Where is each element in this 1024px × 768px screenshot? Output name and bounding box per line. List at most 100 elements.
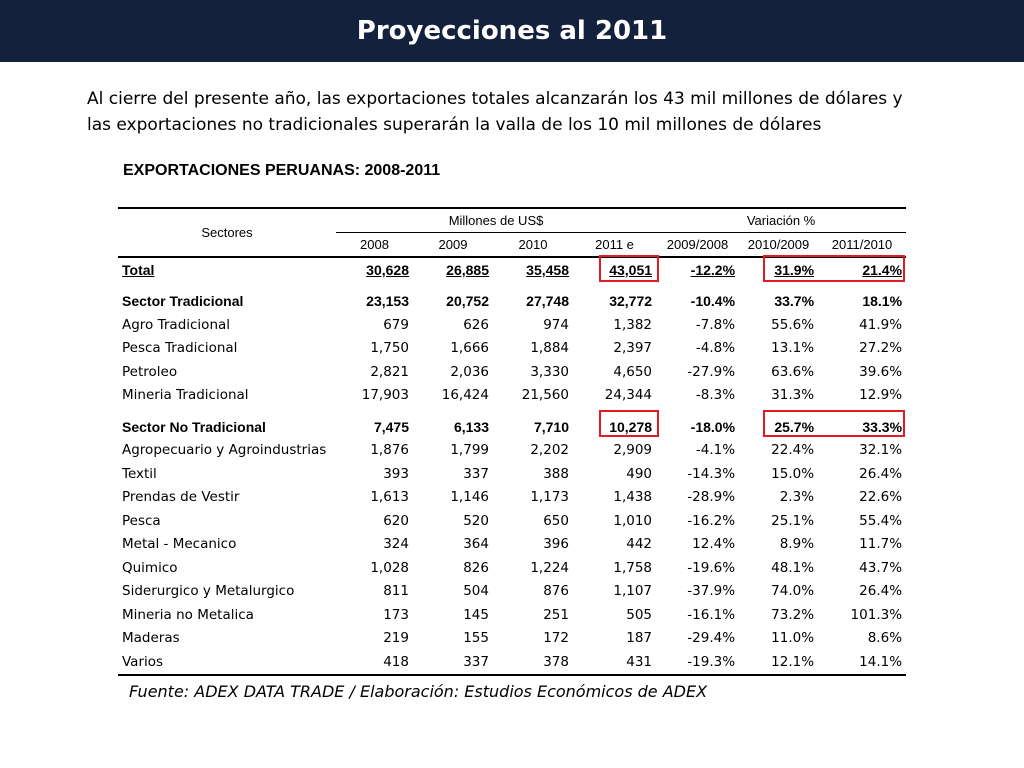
table-cell: 31.3%: [771, 387, 815, 404]
table-cell: -7.8%: [695, 316, 736, 333]
spacer-cell: [118, 282, 906, 290]
table-row: Textil 393 337 388 490 -14.3% 15.0% 26.4%: [118, 462, 906, 486]
table-cell: 337: [463, 465, 489, 482]
row-label: Maderas: [122, 630, 180, 647]
table-cell: 26.4%: [859, 465, 903, 482]
col-header: 2011 e: [573, 232, 657, 258]
row-label: Siderurgico y Metalurgico: [122, 583, 295, 600]
table-cell: -19.6%: [687, 559, 736, 576]
table-cell: 14.1%: [818, 650, 907, 676]
intro-line-1: Al cierre del presente año, las exportac…: [87, 89, 903, 109]
table-cell: 1,613: [370, 489, 409, 506]
table-cell: 43.7%: [859, 559, 903, 576]
table-cell: -28.9%: [687, 489, 736, 506]
highlight-box-total-2011: [599, 255, 659, 282]
table-cell: 43,051: [609, 261, 653, 278]
table-cell: 26.4%: [859, 583, 903, 600]
row-label: Sector No Tradicional: [122, 418, 266, 435]
row-spacer: [118, 282, 906, 290]
table-cell: 18.1%: [862, 293, 903, 310]
row-label: Metal - Mecanico: [122, 536, 237, 553]
title-bar: Proyecciones al 2011: [0, 0, 1024, 62]
table-cell: 24,344: [604, 387, 653, 404]
table-cell: 1,884: [530, 340, 569, 357]
table-cell: 2.3%: [779, 489, 815, 506]
table-row: Metal - Mecanico 324 364 396 442 12.4% 8.9% 11.…: [118, 533, 906, 557]
table-cell: 1,028: [370, 559, 409, 576]
table-cell: 17,903: [361, 387, 409, 404]
table-cell: 505: [626, 606, 653, 623]
row-label: Pesca: [122, 512, 161, 529]
table-cell: 490: [626, 465, 653, 482]
table-row: Agropecuario y Agroindustrias 1,876 1,799 2…: [118, 439, 906, 463]
table-cell: 520: [463, 512, 489, 529]
table-cell: 1,224: [530, 559, 569, 576]
row-label: Sector Tradicional: [122, 293, 244, 310]
table-cell: 7,710: [533, 418, 569, 435]
table-row: Total 30,628 26,885 35,458 43,051 -12.2% 31.9%…: [118, 257, 906, 282]
table-cell: 55.6%: [771, 316, 815, 333]
table-cell: -14.3%: [687, 465, 736, 482]
table-cell: 650: [543, 512, 569, 529]
table-cell: 16,424: [441, 387, 489, 404]
row-label: Agropecuario y Agroindustrias: [122, 442, 327, 459]
table-cell: 48.1%: [771, 559, 815, 576]
exports-table-container: Sectores Millones de US$ Variación % 200…: [118, 207, 907, 676]
table-row: Prendas de Vestir 1,613 1,146 1,173 1,438 -28…: [118, 486, 906, 510]
col-header: 2009/2008: [656, 232, 740, 258]
table-cell: 1,799: [450, 442, 489, 459]
table-cell: 826: [463, 559, 489, 576]
table-cell: 6,133: [453, 418, 489, 435]
table-cell: 2,036: [450, 363, 489, 380]
table-cell: 145: [463, 606, 489, 623]
table-cell: 13.1%: [771, 340, 815, 357]
table-cell: 1,382: [613, 316, 653, 333]
col-header: 2008: [336, 232, 413, 258]
table-cell: 3,330: [530, 363, 569, 380]
table-cell: 55.4%: [859, 512, 903, 529]
intro-line-2: las exportaciones no tradicionales super…: [87, 115, 822, 135]
table-cell: 74.0%: [771, 583, 815, 600]
table-cell: -16.1%: [687, 606, 736, 623]
table-cell: 10,278: [609, 418, 653, 435]
table-cell: 22.6%: [859, 489, 903, 506]
table-cell: 15.0%: [771, 465, 815, 482]
table-cell: 33.3%: [862, 418, 903, 435]
intro-paragraph: Al cierre del presente año, las exportac…: [87, 86, 987, 138]
table-title: EXPORTACIONES PERUANAS: 2008-2011: [123, 162, 441, 179]
table-cell: 172: [543, 630, 569, 647]
table-cell: 8.6%: [867, 630, 903, 647]
table-cell: -10.4%: [690, 293, 736, 310]
table-cell: 41.9%: [859, 316, 903, 333]
table-cell: 11.7%: [859, 536, 903, 553]
table-cell: 1,010: [613, 512, 653, 529]
row-label: Prendas de Vestir: [122, 489, 240, 506]
table-row: Agro Tradicional 679 626 974 1,382 -7.8% 55.6%…: [118, 313, 906, 337]
table-row: Varios 418 337 378 431 -19.3% 12.1% 14.1%: [118, 650, 907, 676]
exports-table: Sectores Millones de US$ Variación % 200…: [118, 207, 907, 676]
row-label: Mineria no Metalica: [122, 606, 254, 623]
table-cell: 876: [543, 583, 569, 600]
table-row: Maderas 219 155 172 187 -29.4% 11.0% 8.6%: [118, 627, 906, 651]
page-title: Proyecciones al 2011: [356, 16, 668, 46]
table-cell: 73.2%: [771, 606, 815, 623]
table-row: Petroleo 2,821 2,036 3,330 4,650 -27.9% 63.6% 3…: [118, 360, 906, 384]
table-cell: 2,202: [530, 442, 569, 459]
table-cell: 1,438: [613, 489, 653, 506]
table-cell: 442: [626, 536, 653, 553]
table-cell: 8.9%: [779, 536, 815, 553]
table-cell: 27,748: [526, 293, 569, 310]
table-cell: 101.3%: [850, 606, 903, 623]
variacion-group-header: Variación %: [656, 207, 907, 233]
table-cell: 626: [463, 316, 489, 333]
table-cell: 431: [573, 650, 657, 676]
table-cell: 418: [336, 650, 413, 676]
table-cell: 1,173: [530, 489, 569, 506]
table-cell: 974: [543, 316, 569, 333]
table-cell: 25.7%: [774, 418, 815, 435]
table-cell: 1,750: [370, 340, 409, 357]
row-label: Total: [122, 261, 155, 278]
row-label: Pesca Tradicional: [122, 340, 238, 357]
table-cell: 811: [383, 583, 409, 600]
table-cell: -8.3%: [695, 387, 736, 404]
